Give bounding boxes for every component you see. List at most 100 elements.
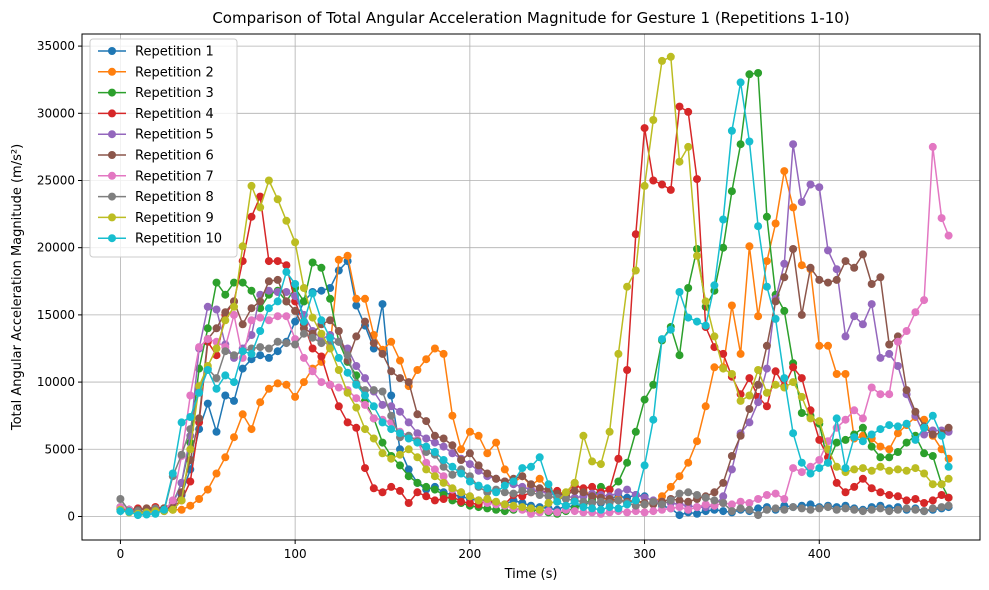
y-tick-label: 15000 — [37, 308, 75, 322]
data-point — [797, 310, 806, 319]
data-point — [422, 417, 431, 426]
data-point — [841, 488, 850, 497]
data-point — [378, 300, 387, 309]
data-point — [465, 449, 474, 458]
data-point — [387, 367, 396, 376]
chart-title: Comparison of Total Angular Acceleration… — [212, 9, 849, 27]
data-point — [413, 488, 422, 497]
data-point — [944, 493, 953, 502]
legend-marker — [108, 109, 116, 118]
data-point — [579, 503, 588, 512]
data-point — [535, 505, 544, 514]
data-point — [317, 286, 326, 295]
data-point — [876, 353, 885, 362]
data-point — [745, 505, 754, 514]
data-point — [876, 390, 885, 399]
legend-item: Repetition 2 — [98, 65, 214, 80]
data-point — [762, 257, 771, 266]
data-point — [745, 499, 754, 507]
data-point — [369, 414, 378, 423]
data-point — [710, 281, 719, 290]
data-point — [727, 187, 736, 196]
y-tick-label: 20000 — [37, 241, 75, 255]
data-point — [186, 445, 195, 454]
data-point — [797, 261, 806, 270]
data-point — [334, 353, 343, 362]
data-point — [238, 410, 247, 419]
data-point — [230, 433, 238, 442]
legend-item: Repetition 3 — [98, 86, 214, 101]
data-point — [920, 423, 929, 432]
data-point — [361, 464, 369, 473]
data-point — [736, 349, 745, 358]
data-point — [944, 231, 953, 240]
data-point — [387, 411, 396, 420]
x-tick-label: 100 — [284, 547, 307, 561]
data-point — [614, 496, 623, 505]
legend-label: Repetition 10 — [135, 232, 222, 247]
legend-item: Repetition 4 — [98, 107, 214, 122]
data-point — [614, 504, 623, 513]
data-point — [430, 431, 439, 440]
data-point — [317, 352, 326, 361]
legend-marker — [108, 130, 116, 139]
data-point — [448, 492, 457, 501]
data-point — [789, 429, 798, 438]
data-point — [273, 195, 282, 204]
data-point — [806, 414, 815, 423]
data-point — [264, 176, 273, 185]
data-point — [212, 384, 221, 393]
data-point — [133, 511, 142, 520]
data-point — [684, 458, 693, 467]
data-point — [658, 500, 666, 509]
legend-label: Repetition 3 — [135, 86, 214, 101]
legend-label: Repetition 2 — [135, 65, 214, 80]
data-point — [343, 368, 352, 377]
data-point — [640, 461, 649, 470]
data-point — [439, 434, 448, 443]
data-point — [273, 337, 282, 346]
data-point — [378, 449, 387, 458]
data-point — [352, 362, 361, 370]
data-point — [282, 267, 291, 276]
data-point — [815, 456, 824, 464]
data-point — [195, 495, 204, 503]
data-point — [789, 378, 798, 387]
data-point — [623, 282, 632, 291]
data-point — [186, 477, 195, 486]
data-point — [343, 344, 352, 353]
data-point — [596, 505, 605, 514]
data-point — [605, 427, 614, 436]
data-point — [195, 414, 204, 423]
data-point — [631, 427, 640, 436]
data-point — [396, 407, 404, 416]
data-point — [867, 484, 876, 493]
data-point — [203, 366, 212, 374]
data-point — [745, 70, 754, 79]
data-point — [649, 116, 658, 124]
data-point — [719, 507, 728, 516]
data-point — [422, 355, 431, 364]
data-point — [413, 429, 422, 438]
data-point — [841, 464, 850, 473]
data-point — [867, 466, 876, 475]
data-point — [212, 278, 221, 287]
data-point — [509, 501, 518, 510]
data-point — [920, 430, 929, 439]
data-point — [570, 486, 579, 495]
x-tick-label: 400 — [808, 547, 831, 561]
data-point — [858, 474, 867, 483]
data-point — [256, 351, 265, 360]
data-point — [439, 478, 448, 487]
data-point — [369, 402, 378, 411]
data-point — [649, 497, 658, 506]
data-point — [264, 384, 273, 393]
data-point — [282, 312, 291, 321]
data-point — [448, 462, 457, 471]
data-point — [631, 266, 640, 275]
data-point — [247, 316, 256, 325]
data-point — [937, 491, 946, 499]
data-point — [326, 294, 335, 303]
data-point — [736, 497, 745, 506]
data-point — [710, 363, 719, 372]
